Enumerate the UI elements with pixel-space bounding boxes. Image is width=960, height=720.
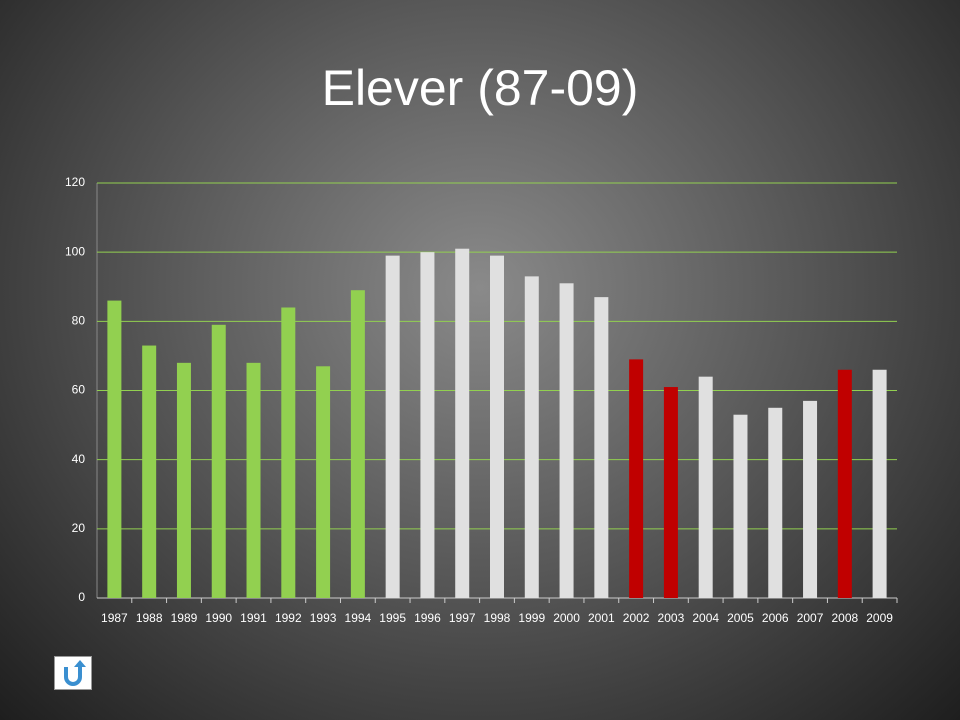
bar [107,300,122,598]
bar [176,362,191,598]
x-tick-label: 1992 [275,611,302,625]
y-tick-label: 40 [72,452,86,466]
bar [490,255,504,598]
x-tick-label: 1987 [101,611,128,625]
bar [420,252,435,598]
y-tick-label: 60 [72,383,86,397]
x-tick-label: 2006 [762,611,789,625]
x-tick-label: 1999 [518,611,545,625]
bar [524,276,539,598]
x-tick-label: 1996 [414,611,441,625]
x-tick-label: 2007 [797,611,824,625]
bar [629,359,644,598]
bar [698,376,713,598]
bar [211,324,226,598]
return-icon [64,660,86,686]
x-tick-label: 2000 [553,611,580,625]
chart-title: Elever (87-09) [322,60,639,116]
x-tick-label: 2001 [588,611,615,625]
bar [316,366,331,598]
x-tick-label: 1993 [310,611,337,625]
bar [246,362,261,598]
bar [803,400,818,598]
bar [455,248,470,599]
bar [559,283,574,598]
x-tick-label: 2002 [623,611,650,625]
y-tick-label: 20 [72,521,86,535]
y-tick-label: 100 [65,244,85,258]
bar [594,297,609,598]
x-tick-label: 1994 [345,611,372,625]
x-tick-label: 1990 [205,611,232,625]
bar [768,407,783,598]
y-tick-label: 120 [65,175,85,189]
x-tick-label: 2009 [866,611,893,625]
x-tick-label: 2003 [658,611,685,625]
y-tick-label: 80 [72,314,86,328]
bar [350,290,365,598]
bar [142,345,157,598]
x-tick-label: 2004 [692,611,719,625]
x-tick-label: 1991 [240,611,267,625]
y-tick-label: 0 [78,590,85,604]
bar [281,307,296,598]
bar [733,414,748,598]
bar [872,369,887,598]
bar [385,255,400,598]
x-tick-label: 2005 [727,611,754,625]
x-tick-label: 1997 [449,611,476,625]
x-tick-label: 2008 [831,611,858,625]
x-tick-label: 1989 [171,611,198,625]
bar [837,369,852,598]
x-tick-label: 1995 [379,611,406,625]
bar [663,387,678,598]
x-tick-label: 1988 [136,611,163,625]
return-button[interactable] [54,656,92,690]
x-tick-label: 1998 [484,611,511,625]
